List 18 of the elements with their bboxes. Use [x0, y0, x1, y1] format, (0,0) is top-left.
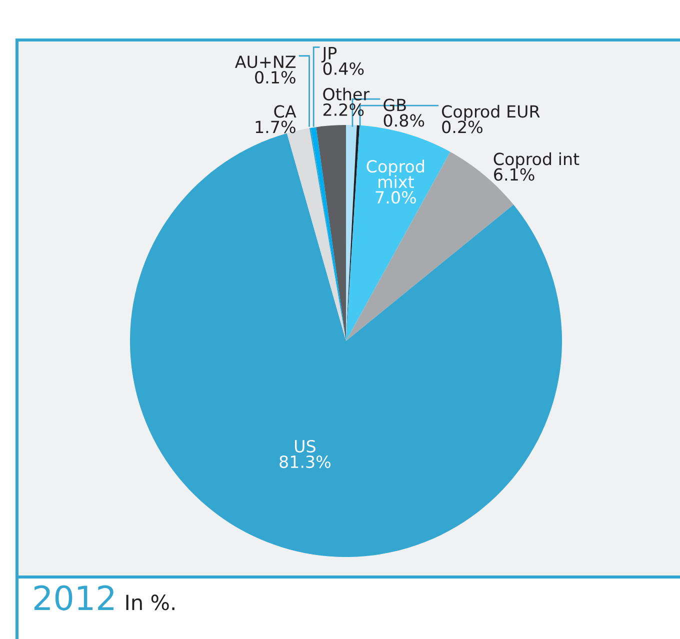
data-label: 1.7%: [256, 120, 296, 134]
slice-label: CA: [274, 105, 296, 118]
slice-label: Coprod mixt: [366, 160, 424, 188]
data-label: 0.1%: [255, 70, 296, 84]
slice-label: AU+NZ: [235, 56, 296, 68]
data-label: 7.0%: [376, 191, 416, 204]
text: In %.: [126, 594, 174, 610]
data-label: 0.2%: [442, 120, 482, 134]
data-label: 0.8%: [384, 114, 424, 127]
slice-label: JP: [321, 47, 337, 63]
text: 2012: [34, 585, 114, 610]
slice-label: Other: [323, 88, 370, 100]
data-label: 6.1%: [494, 168, 534, 181]
data-label: 81.3%: [280, 455, 331, 468]
slice-label: US: [295, 440, 316, 453]
slice-label: Coprod EUR: [442, 104, 540, 121]
data-label: 0.4%: [323, 62, 364, 75]
slice-label: Coprod int: [494, 152, 580, 169]
